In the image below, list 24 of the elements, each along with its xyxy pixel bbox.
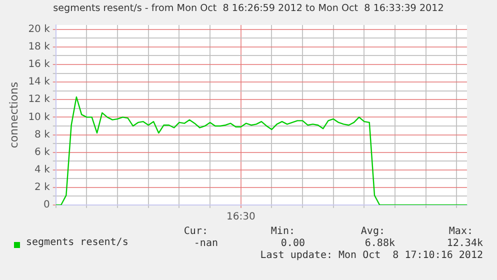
y-tick-label: 8 k bbox=[34, 129, 50, 140]
text: 6.88k bbox=[364, 238, 395, 249]
y-tick-label: 2 k bbox=[34, 182, 50, 194]
text: 0.00 bbox=[280, 238, 305, 249]
text: Min: bbox=[270, 226, 295, 237]
x-tick-label: 16:30 bbox=[226, 212, 256, 223]
text: Max: bbox=[448, 226, 473, 237]
text: Last update: Mon Oct 8 17:10:16 2012 bbox=[260, 250, 483, 261]
chart-title: segments resent/s - from Mon Oct 8 16:26:59 2012 to Mon Oct 8 16:33:39 2012 bbox=[52, 3, 445, 14]
y-tick-label: 20 k bbox=[28, 24, 50, 35]
y-tick-label: 0 bbox=[44, 200, 50, 211]
y-tick-label: 14 k bbox=[28, 76, 50, 88]
y-tick-label: 18 k bbox=[28, 42, 50, 53]
y-tick-label: 6 k bbox=[34, 146, 50, 158]
y-tick-label: 4 k bbox=[34, 164, 50, 176]
y-tick-label: 12 k bbox=[28, 94, 50, 106]
legend-label: segments resent/s bbox=[26, 237, 128, 248]
text: 12.34k bbox=[446, 238, 483, 249]
text: -nan bbox=[194, 238, 218, 249]
text: Cur: bbox=[184, 226, 208, 237]
y-axis-title: connections bbox=[7, 82, 20, 148]
text: Avg: bbox=[360, 226, 385, 237]
y-tick-label: 16 k bbox=[28, 59, 50, 70]
y-tick-label: 10 k bbox=[28, 112, 50, 123]
